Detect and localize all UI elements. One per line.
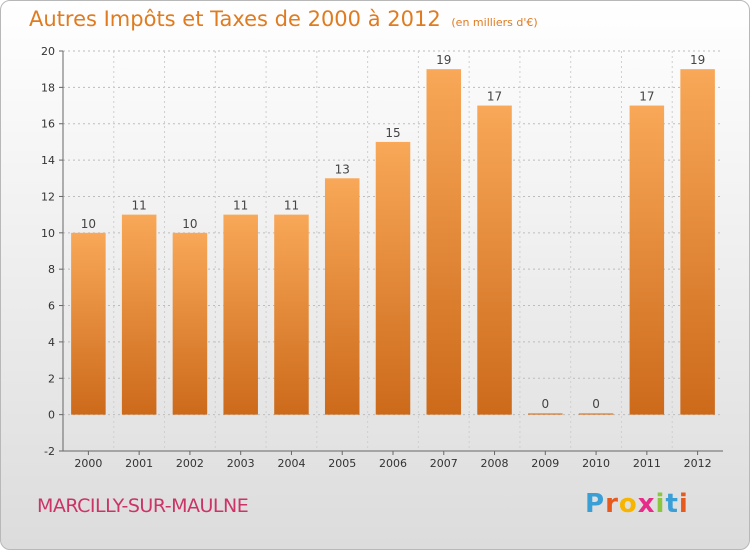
chart-title-block: Autres Impôts et Taxes de 2000 à 2012 (e… — [29, 7, 538, 31]
y-tick-label: 14 — [41, 154, 55, 167]
bar — [172, 232, 208, 415]
x-tick-label: 2003 — [227, 457, 255, 470]
y-tick-label: 12 — [41, 190, 55, 203]
bar — [71, 232, 106, 415]
x-tick-label: 2010 — [582, 457, 610, 470]
y-tick-label: 16 — [41, 118, 55, 131]
y-tick-label: 18 — [41, 81, 55, 94]
data-label: 0 — [592, 397, 600, 411]
data-label: 11 — [132, 199, 147, 213]
logo-letter: i — [655, 489, 666, 519]
y-tick-label: 0 — [48, 409, 55, 422]
bar — [121, 214, 157, 415]
bar — [477, 105, 512, 415]
logo-letter: i — [678, 489, 689, 519]
x-tick-label: 2004 — [277, 457, 305, 470]
y-tick-label: 8 — [48, 263, 55, 276]
logo-letter: r — [605, 489, 619, 519]
data-label: 10 — [182, 217, 197, 231]
bar — [375, 141, 411, 415]
bar — [223, 214, 258, 415]
y-tick-label: 20 — [41, 45, 55, 58]
data-label: 13 — [335, 162, 350, 176]
chart-subtitle: (en milliers d'€) — [451, 16, 538, 29]
bar — [274, 214, 309, 415]
bar — [578, 413, 614, 415]
data-label: 17 — [639, 90, 654, 104]
commune-name: MARCILLY-SUR-MAULNE — [37, 495, 249, 517]
y-tick-label: 2 — [48, 372, 55, 385]
x-tick-label: 2012 — [684, 457, 712, 470]
logo-letter: t — [665, 489, 679, 519]
bar — [629, 105, 665, 415]
x-tick-label: 2002 — [176, 457, 204, 470]
data-label: 19 — [436, 53, 451, 67]
data-label: 17 — [487, 90, 502, 104]
y-tick-label: -2 — [44, 445, 55, 458]
y-tick-label: 10 — [41, 227, 55, 240]
x-tick-label: 2011 — [633, 457, 661, 470]
logo-letter: x — [637, 489, 656, 519]
proxiti-logo: Proxiti — [585, 489, 689, 519]
bar — [426, 69, 462, 415]
x-tick-label: 2005 — [328, 457, 356, 470]
x-tick-label: 2001 — [125, 457, 153, 470]
logo-letter: P — [585, 489, 606, 519]
x-tick-label: 2009 — [531, 457, 559, 470]
x-tick-label: 2006 — [379, 457, 407, 470]
chart-title: Autres Impôts et Taxes de 2000 à 2012 — [29, 7, 441, 31]
bar — [324, 178, 360, 415]
y-tick-label: 4 — [48, 336, 55, 349]
data-label: 10 — [81, 217, 96, 231]
x-tick-label: 2008 — [481, 457, 509, 470]
data-label: 15 — [385, 126, 400, 140]
x-tick-label: 2000 — [74, 457, 102, 470]
data-label: 19 — [690, 53, 705, 67]
bar — [680, 69, 715, 415]
y-tick-label: 6 — [48, 300, 55, 313]
data-label: 11 — [284, 199, 299, 213]
data-label: 0 — [541, 397, 549, 411]
data-label: 11 — [233, 199, 248, 213]
bar — [528, 413, 563, 415]
x-tick-label: 2007 — [430, 457, 458, 470]
logo-letter: o — [618, 489, 638, 519]
